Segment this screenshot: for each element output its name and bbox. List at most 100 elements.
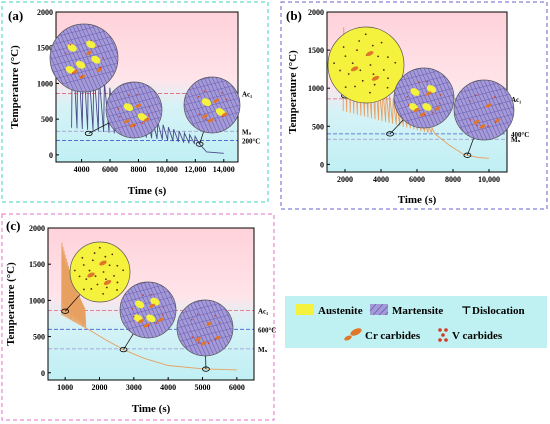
microstructure-circle-2 bbox=[183, 76, 241, 147]
pointer-line bbox=[389, 119, 404, 135]
panel-c-frame bbox=[1, 213, 275, 421]
panel-b-frame bbox=[280, 1, 548, 210]
curve-marker bbox=[386, 131, 394, 137]
circle-outline bbox=[327, 26, 405, 104]
panel-a: Ac₁ Mₛ 200°C 4000 6000 8000 10,000 12,000 14,000… bbox=[8, 8, 260, 197]
y-tick-label: 2000 bbox=[308, 8, 324, 17]
y-tick-label: 1500 bbox=[308, 46, 324, 55]
legend-dislocation-label: Dislocation bbox=[472, 305, 525, 317]
x-tick-label: 4000 bbox=[373, 175, 389, 184]
microstructure-fill bbox=[184, 77, 240, 133]
pointer-line bbox=[64, 294, 81, 312]
x-tick-label: 3000 bbox=[126, 383, 142, 392]
y-tick-label: 1000 bbox=[29, 296, 45, 305]
circle-outline bbox=[183, 76, 241, 134]
legend-box bbox=[285, 296, 547, 348]
panel-a-frame bbox=[1, 1, 269, 203]
legend-cr-carbide-swatch bbox=[344, 328, 362, 341]
y-tick-label: 500 bbox=[312, 122, 324, 131]
legend-austenite-swatch bbox=[296, 304, 314, 315]
y-tick-label: 0 bbox=[320, 160, 324, 169]
pointer-line bbox=[123, 333, 134, 350]
y-tick-label: 1500 bbox=[37, 44, 53, 53]
legend-martensite-swatch bbox=[369, 303, 389, 316]
x-tick-label: 8000 bbox=[445, 175, 461, 184]
y-axis-label: Temperature (°C) bbox=[9, 45, 21, 129]
legend: Austenite Martensite ⊤ Dislocation Cr ca… bbox=[285, 296, 547, 348]
x-tick-label: 10,000 bbox=[156, 165, 178, 174]
axes-frame bbox=[55, 11, 239, 163]
x-tick-label: 12,000 bbox=[184, 165, 206, 174]
circle-outline bbox=[69, 241, 131, 303]
x-tick-label: 4000 bbox=[160, 383, 176, 392]
ref-label-2: Mₛ bbox=[511, 136, 521, 144]
legend-v-carbide-swatch bbox=[438, 328, 448, 342]
x-tick-label: 14,000 bbox=[213, 165, 235, 174]
x-tick-label: 1000 bbox=[57, 383, 73, 392]
y-tick-label: 1000 bbox=[308, 84, 324, 93]
y-axis-label: Temperature (°C) bbox=[287, 50, 299, 134]
x-tick-label: 2000 bbox=[337, 175, 353, 184]
panel-c: Ac₁ 600°C Mₛ 1000 2000 3000 4000 5000 6000 0 500 10… bbox=[5, 218, 276, 415]
microstructure-circle-0 bbox=[327, 26, 405, 104]
panel-b: Ac₁ 400°CMₛ 2000 4000 6000 8000 10,000 0 500 1000… bbox=[286, 8, 529, 206]
ref-label-2: 200°C bbox=[242, 138, 260, 146]
x-tick-label: 4000 bbox=[74, 165, 90, 174]
x-axis-label: Time (s) bbox=[128, 185, 167, 197]
microstructure-circle-0 bbox=[61, 241, 131, 314]
curve-marker bbox=[61, 308, 70, 314]
y-tick-label: 1500 bbox=[29, 260, 45, 269]
curve-marker bbox=[84, 130, 93, 137]
pointer-line bbox=[199, 131, 204, 145]
pointer-line bbox=[88, 122, 110, 134]
y-tick-label: 500 bbox=[33, 333, 45, 342]
ref-label-2: Mₛ bbox=[258, 346, 268, 354]
x-tick-label: 5000 bbox=[195, 383, 211, 392]
x-tick-label: 6000 bbox=[229, 383, 245, 392]
x-tick-label: 6000 bbox=[409, 175, 425, 184]
legend-dislocation-symbol: ⊤ bbox=[461, 305, 472, 317]
circle-outline bbox=[49, 23, 119, 93]
microstructure-fill bbox=[70, 242, 130, 302]
x-tick-label: 8000 bbox=[130, 165, 146, 174]
temperature-curve bbox=[61, 242, 237, 371]
ref-label-0: Ac₁ bbox=[242, 90, 252, 98]
microstructure-circle-1 bbox=[84, 81, 163, 139]
x-tick-label: 2000 bbox=[92, 383, 108, 392]
microstructure-fill bbox=[328, 27, 404, 103]
legend-cr-carbides-label: Cr carbides bbox=[365, 330, 421, 342]
legend-austenite-label: Austenite bbox=[318, 305, 363, 317]
microstructure-fill bbox=[106, 82, 162, 138]
ref-label-1: 400°C bbox=[511, 131, 529, 139]
legend-martensite-label: Martensite bbox=[392, 305, 443, 317]
panel-label: (a) bbox=[8, 8, 23, 23]
y-tick-label: 2000 bbox=[37, 8, 53, 17]
y-tick-label: 0 bbox=[41, 369, 45, 378]
ref-label-1: 600°C bbox=[258, 326, 276, 334]
ref-label-0: Ac₁ bbox=[258, 308, 268, 316]
y-tick-label: 500 bbox=[41, 115, 53, 124]
circle-outline bbox=[453, 79, 515, 141]
microstructure-circle-0 bbox=[49, 23, 119, 93]
curve-marker bbox=[463, 152, 472, 158]
axes-frame bbox=[47, 227, 255, 381]
y-tick-label: 1000 bbox=[37, 79, 53, 88]
x-tick-label: 10,000 bbox=[478, 175, 500, 184]
circle-outline bbox=[119, 281, 177, 339]
ref-label-1: Mₛ bbox=[242, 128, 252, 136]
legend-v-carbides-label: V carbides bbox=[452, 330, 503, 342]
pointer-line bbox=[467, 138, 474, 156]
x-axis-label: Time (s) bbox=[132, 403, 171, 415]
circle-outline bbox=[393, 67, 455, 129]
circle-outline bbox=[176, 299, 234, 357]
curve-marker bbox=[119, 346, 128, 353]
circle-outline bbox=[105, 81, 163, 139]
ref-label-0: Ac₁ bbox=[511, 96, 521, 104]
curve-marker bbox=[195, 141, 204, 147]
y-tick-label: 0 bbox=[49, 151, 53, 160]
y-tick-label: 2000 bbox=[29, 224, 45, 233]
x-axis-label: Time (s) bbox=[398, 194, 437, 206]
y-axis-label: Temperature (°C) bbox=[5, 262, 17, 346]
x-tick-label: 6000 bbox=[102, 165, 118, 174]
